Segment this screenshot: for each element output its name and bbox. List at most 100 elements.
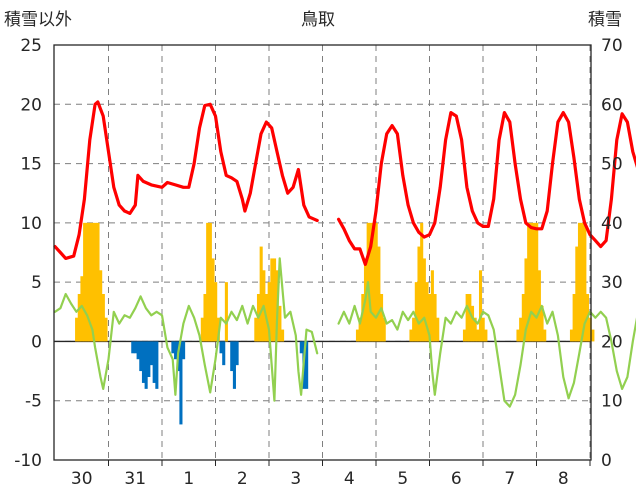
x-tick-label: 8 <box>558 469 569 489</box>
left-tick-label: -10 <box>14 451 42 471</box>
precipitation-bar <box>355 329 360 342</box>
precipitation-bar <box>430 270 434 342</box>
precipitation-bar <box>80 276 84 342</box>
precipitation-bar <box>377 246 381 342</box>
left-tick-label: 15 <box>20 155 42 175</box>
precipitation-bar <box>414 282 418 342</box>
precipitation-bar <box>521 294 525 342</box>
precipitation-bar <box>529 222 533 342</box>
precipitation-bar <box>75 317 79 342</box>
precipitation-bar <box>299 341 303 354</box>
precipitation-bar <box>230 341 234 372</box>
precipitation-bar <box>203 294 207 342</box>
precipitation-bar <box>254 317 258 342</box>
precipitation-bar <box>179 341 183 425</box>
left-tick-label: 0 <box>31 332 42 352</box>
precipitation-bar <box>481 317 485 342</box>
precipitation-bar <box>428 294 432 342</box>
x-tick-label: 2 <box>237 469 248 489</box>
chart-title: 鳥取 <box>301 10 335 30</box>
right-tick-label: 20 <box>601 332 623 352</box>
precipitation-bar <box>580 222 584 342</box>
precipitation-bar <box>147 341 151 377</box>
right-tick-label: 70 <box>601 36 623 56</box>
precipitation-bar <box>136 341 140 360</box>
precipitation-bar <box>369 222 373 342</box>
precipitation-bar <box>152 341 156 383</box>
axis-frame <box>53 44 592 466</box>
right-tick-label: 50 <box>601 155 623 175</box>
precipitation-bar <box>374 222 378 342</box>
precipitation-bar <box>358 317 362 342</box>
precipitation-bar <box>222 341 226 366</box>
precipitation-bar <box>577 222 582 342</box>
grid-layer <box>54 45 591 460</box>
precipitation-bar <box>462 329 467 342</box>
wind-line <box>53 257 319 402</box>
precipitation-bar <box>88 222 92 342</box>
precipitation-bar <box>468 294 472 342</box>
precipitation-bar <box>85 222 89 342</box>
x-tick-labels: 30 31 1 2 3 4 5 6 7 8 <box>71 469 569 489</box>
precipitation-bar <box>171 341 175 354</box>
left-tick-label: 10 <box>20 214 42 234</box>
precipitation-bar <box>524 258 528 342</box>
precipitation-bar <box>422 258 426 342</box>
precipitation-bar <box>575 246 579 342</box>
left-tick-label: 20 <box>20 95 42 115</box>
temperature-line <box>53 100 319 260</box>
right-tick-label: 30 <box>601 273 623 293</box>
right-tick-label: 0 <box>601 451 612 471</box>
temperature-line <box>337 110 636 266</box>
precipitation-bar <box>409 329 413 342</box>
precipitation-bar <box>420 222 424 342</box>
left-tick-labels: -10 -5 0 5 10 15 20 25 <box>14 36 42 471</box>
x-tick-label: 3 <box>290 469 301 489</box>
precipitation-bar <box>182 341 186 360</box>
precipitation-bar <box>131 341 135 354</box>
precipitation-bar <box>214 282 218 342</box>
line-layer <box>53 100 636 408</box>
precipitation-bar <box>476 329 480 342</box>
precipitation-bar <box>371 222 376 342</box>
precipitation-bar <box>527 222 531 342</box>
precipitation-bar <box>465 294 469 342</box>
precipitation-bar <box>232 341 236 389</box>
precipitation-bar <box>537 270 541 342</box>
precipitation-bar <box>270 258 274 342</box>
precipitation-bar <box>572 294 576 342</box>
precipitation-bar <box>412 317 416 342</box>
right-tick-label: 60 <box>601 95 623 115</box>
precipitation-bar <box>206 222 210 342</box>
precipitation-bar <box>583 222 587 342</box>
right-tick-label: 10 <box>601 392 623 412</box>
precipitation-bar <box>101 294 105 342</box>
precipitation-bar <box>273 258 277 342</box>
precipitation-bar <box>91 222 95 342</box>
x-tick-label: 4 <box>344 469 355 489</box>
precipitation-bar <box>519 317 523 342</box>
precipitation-bar <box>93 222 97 342</box>
x-tick-label: 6 <box>451 469 462 489</box>
precipitation-bar <box>174 341 178 360</box>
precipitation-bar <box>83 222 87 342</box>
precipitation-bar <box>219 341 223 354</box>
precipitation-bar <box>155 341 159 389</box>
precipitation-bar <box>436 317 440 342</box>
right-tick-labels: 0 10 20 30 40 50 60 70 <box>601 36 623 471</box>
left-tick-label: 25 <box>20 36 42 56</box>
x-tick-label: 1 <box>183 469 194 489</box>
x-tick-label: 5 <box>397 469 408 489</box>
precipitation-bar <box>473 317 477 342</box>
bar-layer <box>75 222 595 425</box>
precipitation-bar <box>141 341 146 383</box>
precipitation-bar <box>382 317 386 342</box>
precipitation-bar <box>516 329 520 342</box>
precipitation-bar <box>211 258 215 342</box>
precipitation-bar <box>380 294 384 342</box>
wind-line <box>337 281 636 408</box>
precipitation-bar <box>104 317 108 342</box>
x-tick-label: 30 <box>71 469 93 489</box>
precipitation-bar <box>96 222 100 342</box>
